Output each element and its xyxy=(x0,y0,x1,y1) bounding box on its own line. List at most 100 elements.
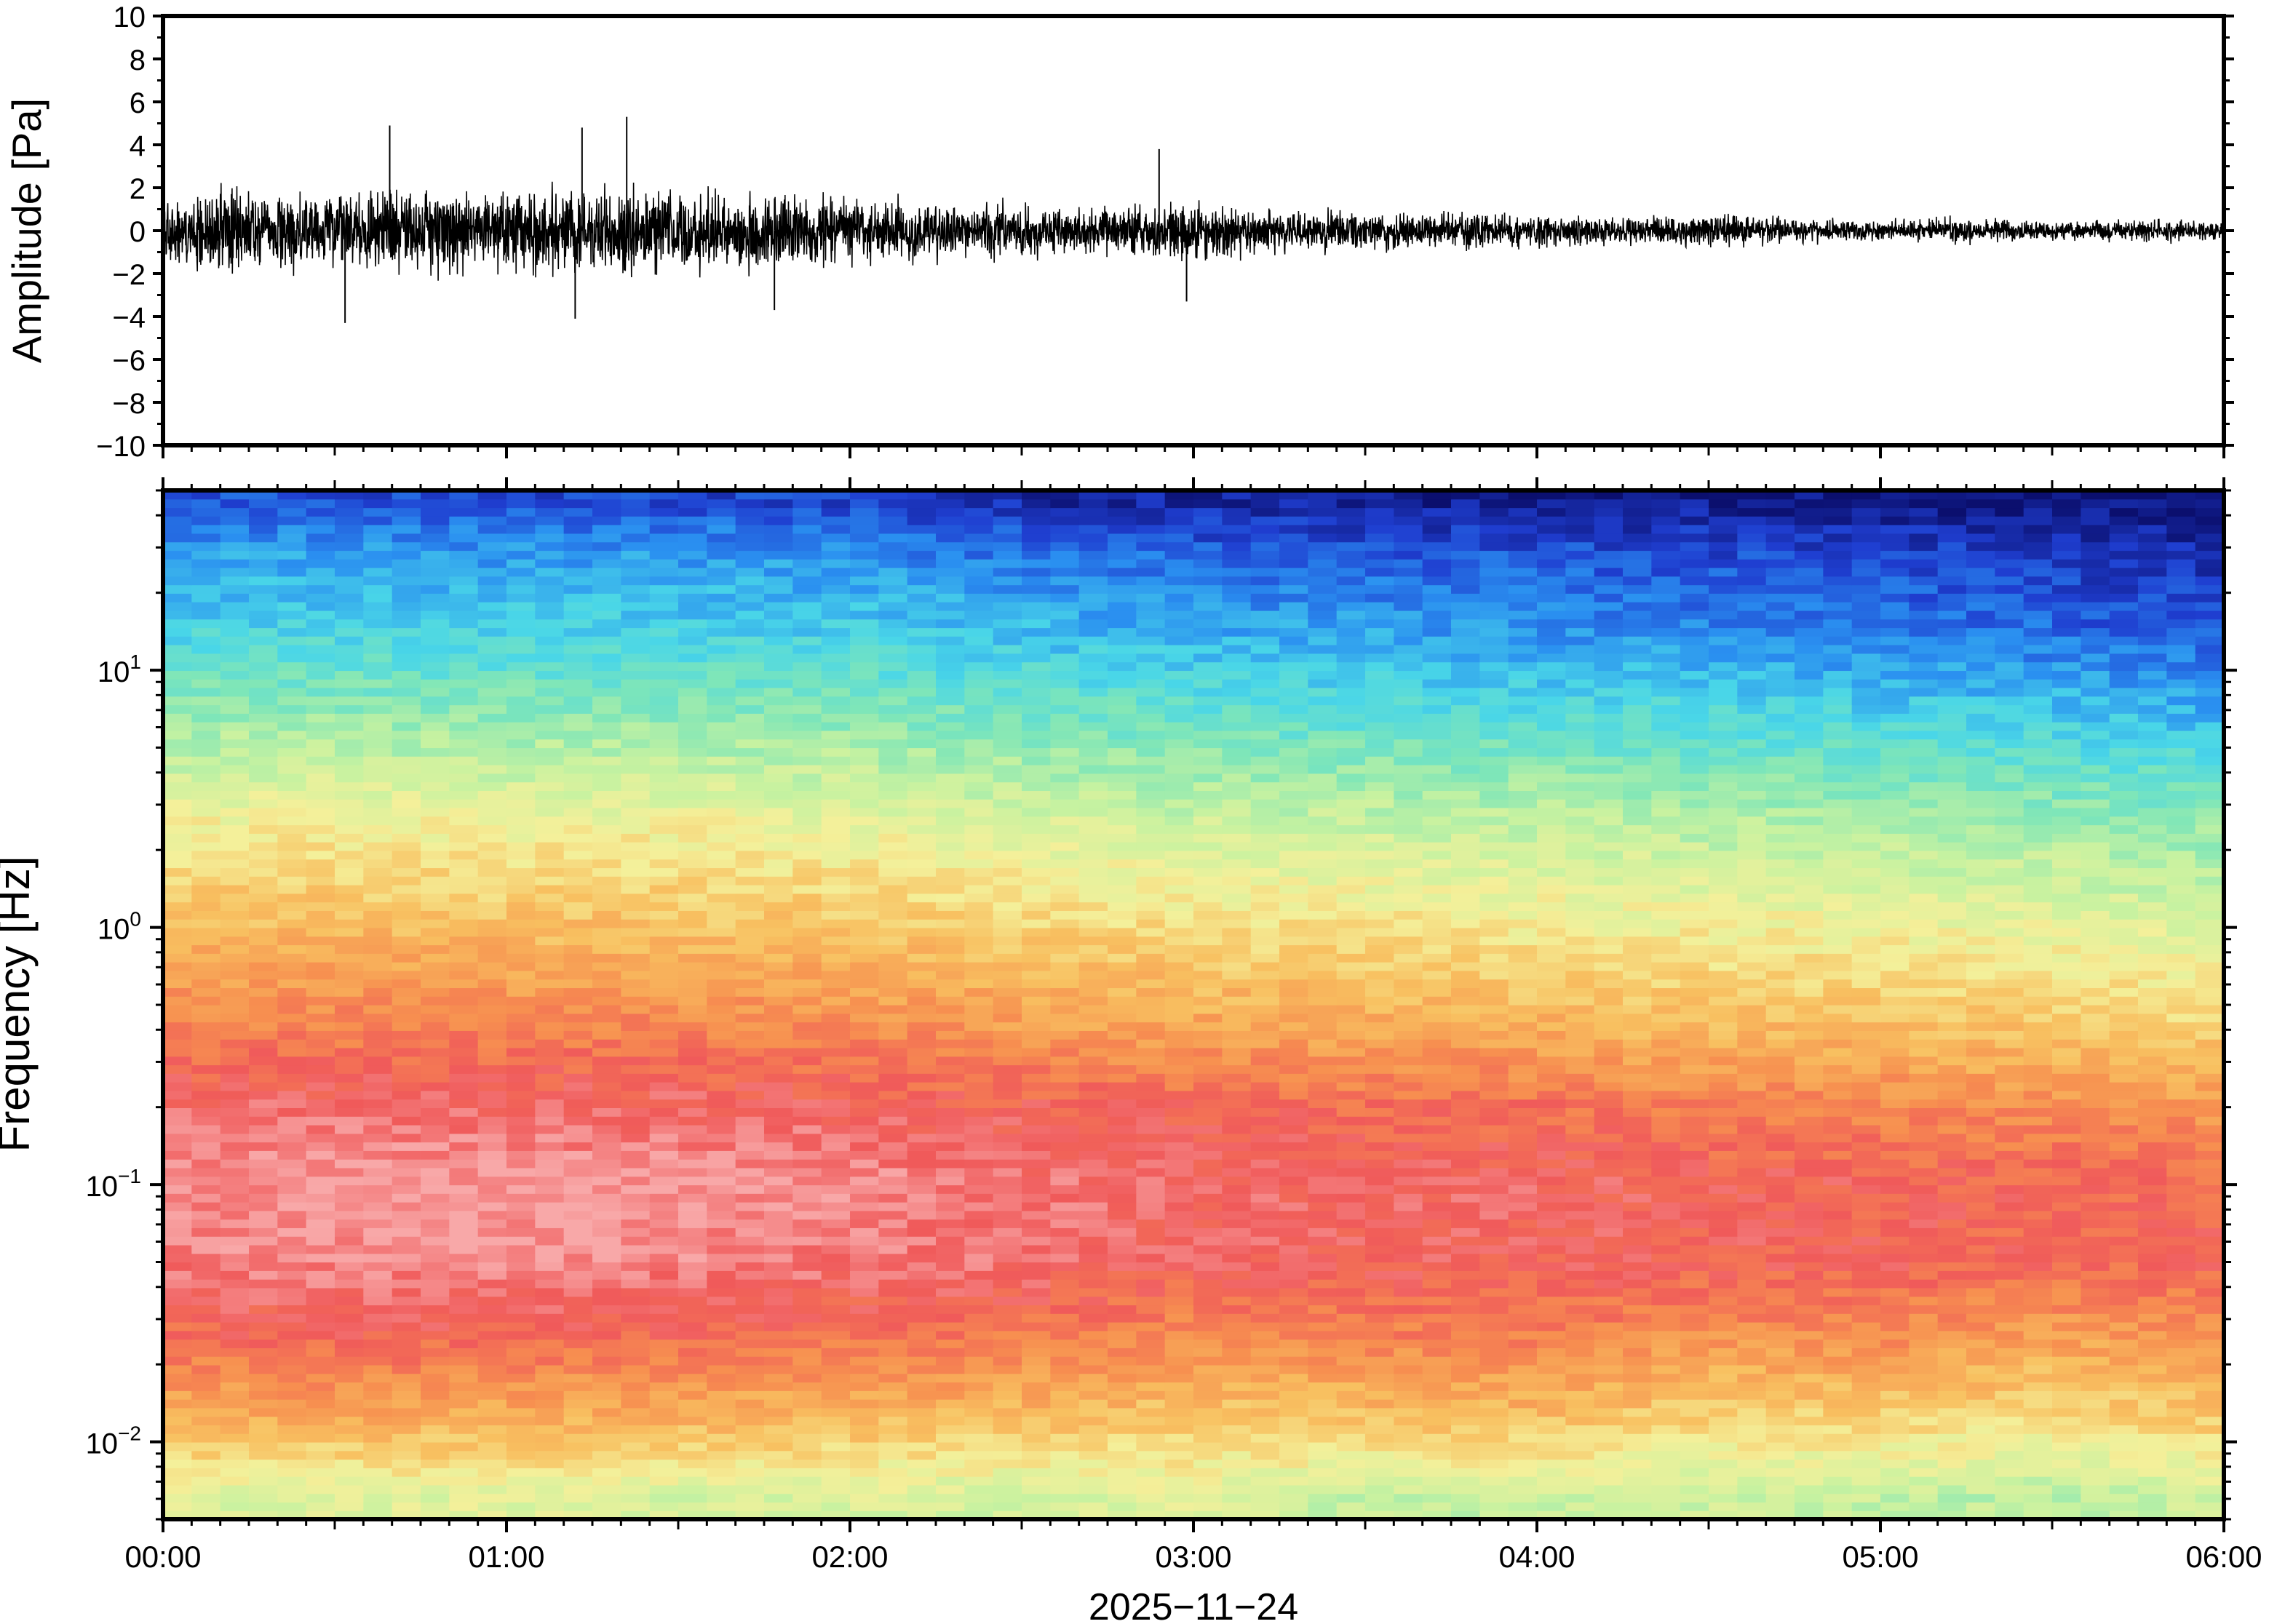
spectrogram-cell xyxy=(1193,1124,1223,1134)
spectrogram-cell xyxy=(1022,1287,1051,1297)
spectrogram-cell xyxy=(1795,1107,1824,1117)
spectrogram-cell xyxy=(1336,1493,1366,1503)
spectrogram-cell xyxy=(277,970,307,980)
spectrogram-cell xyxy=(1022,1090,1051,1100)
spectrogram-cell xyxy=(1222,1373,1252,1383)
spectrogram-cell xyxy=(1422,1441,1452,1452)
spectrogram-cell xyxy=(678,1202,707,1211)
spectrogram-cell xyxy=(1594,1459,1624,1468)
spectrogram-cell xyxy=(220,1090,250,1100)
spectrogram-cell xyxy=(993,1116,1022,1126)
spectrogram-cell xyxy=(1479,1407,1509,1417)
spectrogram-cell xyxy=(1250,1450,1280,1460)
spectrogram-cell xyxy=(1851,970,1881,980)
spectrogram-cell xyxy=(1880,1433,1910,1443)
spectrogram-cell xyxy=(1451,970,1480,980)
spectrogram-cell xyxy=(2166,1373,2196,1383)
spectrogram-cell xyxy=(1651,1493,1681,1503)
spectrogram-cell xyxy=(363,1441,393,1452)
spectrogram-cell xyxy=(1851,1321,1881,1332)
spectrogram-cell xyxy=(1709,1107,1738,1117)
spectrogram-cell xyxy=(277,1262,307,1271)
spectrogram-cell xyxy=(907,1219,937,1228)
spectrogram-cell xyxy=(506,1441,536,1452)
spectrogram-cell xyxy=(764,1450,793,1460)
spectrogram-cell xyxy=(421,1441,450,1452)
spectrogram-cell xyxy=(392,1219,421,1228)
spectrogram-cell xyxy=(1422,1090,1452,1100)
spectrogram-cell xyxy=(592,1133,621,1143)
spectrogram-cell xyxy=(1365,1270,1394,1280)
spectrogram-cell xyxy=(1479,1459,1509,1468)
spectrogram-cell xyxy=(2138,1476,2167,1486)
spectrogram-cell xyxy=(249,1356,278,1366)
spectrogram-cell xyxy=(1851,1287,1881,1297)
spectrogram-cell xyxy=(1508,1305,1538,1314)
spectrogram-cell xyxy=(2023,1313,2053,1323)
spectrogram-cell xyxy=(1136,1013,1166,1023)
spectrogram-cell xyxy=(2109,1124,2139,1134)
spectrogram-cell xyxy=(2166,1382,2196,1391)
spectrogram-cell xyxy=(392,953,421,963)
spectrogram-cell xyxy=(2081,1450,2110,1460)
spectrogram-cell xyxy=(707,1022,736,1031)
spectrogram-cell xyxy=(2023,1236,2053,1246)
spectrogram-cell xyxy=(535,1459,565,1468)
spectrogram-cell xyxy=(2138,1313,2167,1323)
spectrogram-cell xyxy=(363,1450,393,1460)
spectrogram-cell xyxy=(1680,1510,1709,1519)
spectrogram-cell xyxy=(1250,1433,1280,1443)
spectrogram-cell xyxy=(2023,1450,2053,1460)
spectrogram-cell xyxy=(1222,1433,1252,1443)
spectrogram-cell xyxy=(1164,1459,1194,1468)
spectrogram-cell xyxy=(707,1356,736,1366)
spectrogram-cell xyxy=(1308,1262,1338,1271)
spectrogram-cell xyxy=(306,1185,335,1194)
spectrogram-cell xyxy=(1765,1099,1795,1108)
spectrogram-cell xyxy=(1164,1073,1194,1083)
spectrogram-cell xyxy=(2052,1339,2081,1348)
spectrogram-cell xyxy=(1594,1124,1624,1134)
spectrogram-cell xyxy=(249,1399,278,1409)
spectrogram-cell xyxy=(1479,1287,1509,1297)
spectrogram-cell xyxy=(163,979,192,989)
spectrogram-cell xyxy=(2195,962,2224,971)
spectrogram-cell xyxy=(1451,979,1480,989)
spectrogram-cell xyxy=(1880,1124,1910,1134)
spectrogram-cell xyxy=(1394,1167,1423,1177)
spectrogram-cell xyxy=(1479,1253,1509,1263)
spectrogram-cell xyxy=(1765,1022,1795,1031)
spectrogram-cell xyxy=(1108,1039,1137,1048)
spectrogram-cell xyxy=(592,1476,621,1486)
spectrogram-cell xyxy=(1479,1321,1509,1332)
spectrogram-cell xyxy=(1050,1399,1080,1409)
spectrogram-cell xyxy=(1765,1407,1795,1417)
spectrogram-cell xyxy=(1136,1210,1166,1220)
spectrogram-cell xyxy=(2109,1193,2139,1203)
spectrogram-cell xyxy=(1765,1150,1795,1160)
spectrogram-cell xyxy=(621,953,651,963)
spectrogram-cell xyxy=(249,1502,278,1511)
spectrogram-cell xyxy=(964,1382,994,1391)
spectrogram-cell xyxy=(1565,1150,1595,1160)
spectrogram-cell xyxy=(821,1270,851,1280)
spectrogram-cell xyxy=(1594,1330,1624,1340)
spectrogram-cell xyxy=(1765,1279,1795,1289)
spectrogram-cell xyxy=(735,1450,765,1460)
spectrogram-cell xyxy=(1164,1313,1194,1323)
spectrogram-cell xyxy=(2166,1142,2196,1151)
waveform-y-axis-label: Amplitude [Pa] xyxy=(4,98,49,363)
spectrogram-cell xyxy=(220,1390,250,1400)
spectrogram-cell xyxy=(449,1468,479,1477)
spectrogram-cell xyxy=(477,1459,507,1468)
spectrogram-cell xyxy=(2023,1013,2053,1023)
spectrogram-cell xyxy=(449,1064,479,1074)
spectrogram-cell xyxy=(1823,1253,1853,1263)
spectrogram-cell xyxy=(878,1116,908,1126)
spectrogram-cell xyxy=(1651,1441,1681,1452)
spectrogram-cell xyxy=(1937,1476,1967,1486)
spectrogram-cell xyxy=(1709,1159,1738,1169)
spectrogram-cell xyxy=(1336,1502,1366,1511)
spectrogram-cell xyxy=(2138,1124,2167,1134)
spectrogram-cell xyxy=(936,1099,965,1108)
